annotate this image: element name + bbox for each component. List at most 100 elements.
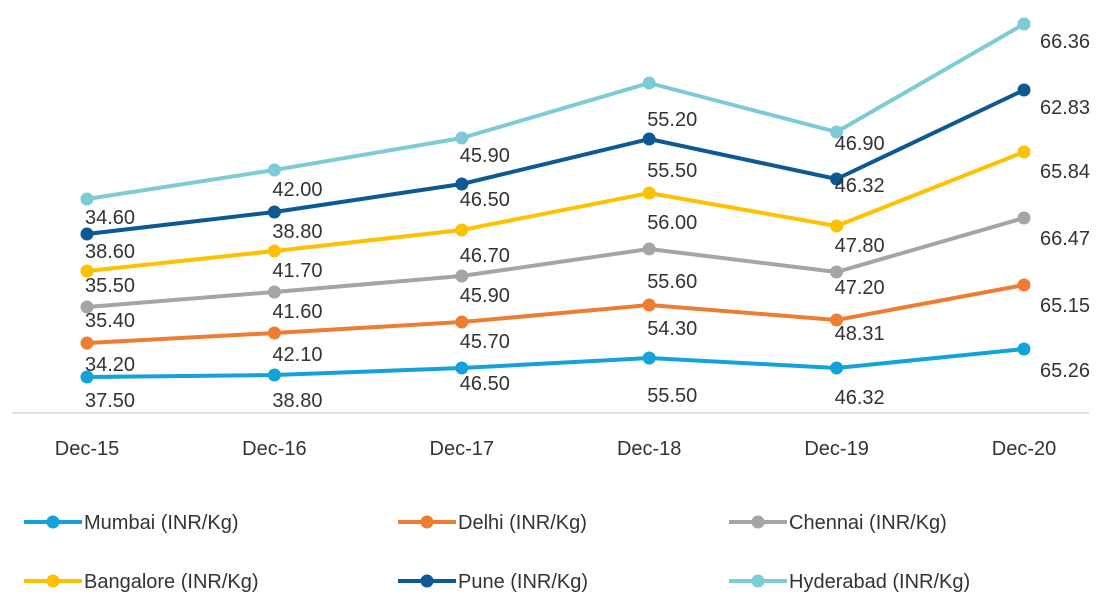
x-tick-label: Dec-20 <box>992 438 1056 460</box>
data-label: 65.15 <box>1040 295 1090 317</box>
series-lines <box>80 17 1031 384</box>
legend-label: Chennai (INR/Kg) <box>789 512 947 534</box>
data-label: 65.84 <box>1040 161 1090 183</box>
data-label: 46.90 <box>835 133 885 155</box>
data-point[interactable] <box>1017 83 1031 97</box>
data-labels: 37.50 38.80 46.50 55.50 46.32 65.26 34.20 42.10… <box>85 31 1090 412</box>
data-point[interactable] <box>830 313 844 327</box>
series-line-2 <box>86 216 1025 309</box>
data-label: 48.31 <box>835 323 885 345</box>
data-point[interactable] <box>267 326 281 340</box>
data-label: 45.90 <box>460 145 510 167</box>
data-point[interactable] <box>267 205 281 219</box>
data-point[interactable] <box>642 76 656 90</box>
data-label: 62.83 <box>1040 97 1090 119</box>
data-point[interactable] <box>1017 211 1031 225</box>
data-label: 46.32 <box>835 175 885 197</box>
data-label: 55.20 <box>647 109 697 131</box>
series-line-5 <box>86 22 1025 201</box>
legend-item[interactable]: Hyderabad (INR/Kg) <box>729 571 970 593</box>
x-tick-label: Dec-19 <box>804 438 868 460</box>
data-point[interactable] <box>80 370 94 384</box>
data-point[interactable] <box>267 368 281 382</box>
legend-item[interactable]: Chennai (INR/Kg) <box>729 512 947 534</box>
data-point[interactable] <box>642 186 656 200</box>
legend-marker <box>46 574 60 588</box>
data-point[interactable] <box>830 219 844 233</box>
data-label: 34.60 <box>85 207 135 229</box>
data-label: 56.00 <box>647 212 697 234</box>
data-label: 55.50 <box>647 385 697 407</box>
data-point[interactable] <box>455 223 469 237</box>
data-point[interactable] <box>267 285 281 299</box>
data-point[interactable] <box>830 125 844 139</box>
legend-item[interactable]: Mumbai (INR/Kg) <box>24 512 238 534</box>
data-point[interactable] <box>455 315 469 329</box>
legend-item[interactable]: Bangalore (INR/Kg) <box>24 571 259 593</box>
data-label: 42.10 <box>272 344 322 366</box>
x-tick-label: Dec-15 <box>55 438 119 460</box>
data-label: 46.50 <box>460 189 510 211</box>
x-tick-label: Dec-17 <box>430 438 494 460</box>
data-point[interactable] <box>80 264 94 278</box>
data-point[interactable] <box>267 163 281 177</box>
data-label: 38.80 <box>272 221 322 243</box>
legend-marker <box>751 574 765 588</box>
legend-label: Pune (INR/Kg) <box>458 571 588 593</box>
data-label: 54.30 <box>647 318 697 340</box>
data-label: 46.32 <box>835 387 885 409</box>
data-label: 35.50 <box>85 275 135 297</box>
legend-label: Delhi (INR/Kg) <box>458 512 587 534</box>
data-label: 46.50 <box>460 373 510 395</box>
data-point[interactable] <box>455 177 469 191</box>
data-point[interactable] <box>642 298 656 312</box>
legend-label: Mumbai (INR/Kg) <box>84 512 238 534</box>
data-point[interactable] <box>830 265 844 279</box>
data-point[interactable] <box>642 351 656 365</box>
data-point[interactable] <box>642 132 656 146</box>
data-point[interactable] <box>830 172 844 186</box>
data-label: 45.90 <box>460 285 510 307</box>
data-point[interactable] <box>80 227 94 241</box>
series-line-0 <box>86 347 1025 379</box>
data-point[interactable] <box>455 361 469 375</box>
data-label: 41.60 <box>272 301 322 323</box>
data-point[interactable] <box>455 269 469 283</box>
data-label: 55.60 <box>647 271 697 293</box>
data-label: 37.50 <box>85 390 135 412</box>
legend-marker <box>420 574 434 588</box>
legend-item[interactable]: Delhi (INR/Kg) <box>398 512 587 534</box>
data-point[interactable] <box>455 131 469 145</box>
data-point[interactable] <box>642 242 656 256</box>
legend-item[interactable]: Pune (INR/Kg) <box>398 571 588 593</box>
data-label: 47.20 <box>835 277 885 299</box>
data-label: 47.80 <box>835 235 885 257</box>
data-point[interactable] <box>80 192 94 206</box>
data-label: 66.36 <box>1040 31 1090 53</box>
data-point[interactable] <box>830 361 844 375</box>
data-point[interactable] <box>80 300 94 314</box>
legend: Mumbai (INR/Kg) Delhi (INR/Kg) Chennai (IN… <box>24 512 970 593</box>
data-point[interactable] <box>1017 17 1031 31</box>
data-point[interactable] <box>1017 278 1031 292</box>
data-label: 42.00 <box>272 179 322 201</box>
legend-marker <box>420 515 434 529</box>
legend-label: Bangalore (INR/Kg) <box>84 571 259 593</box>
data-label: 35.40 <box>85 310 135 332</box>
legend-label: Hyderabad (INR/Kg) <box>789 571 970 593</box>
data-label: 55.50 <box>647 160 697 182</box>
legend-marker <box>46 515 60 529</box>
series-line-3 <box>86 150 1025 273</box>
data-label: 34.20 <box>85 354 135 376</box>
series-line-4 <box>86 88 1025 236</box>
data-label: 45.70 <box>460 331 510 353</box>
data-point[interactable] <box>80 336 94 350</box>
data-point[interactable] <box>1017 145 1031 159</box>
data-label: 65.26 <box>1040 360 1090 382</box>
data-label: 38.80 <box>272 390 322 412</box>
data-point[interactable] <box>1017 342 1031 356</box>
data-point[interactable] <box>267 244 281 258</box>
data-label: 41.70 <box>272 260 322 282</box>
